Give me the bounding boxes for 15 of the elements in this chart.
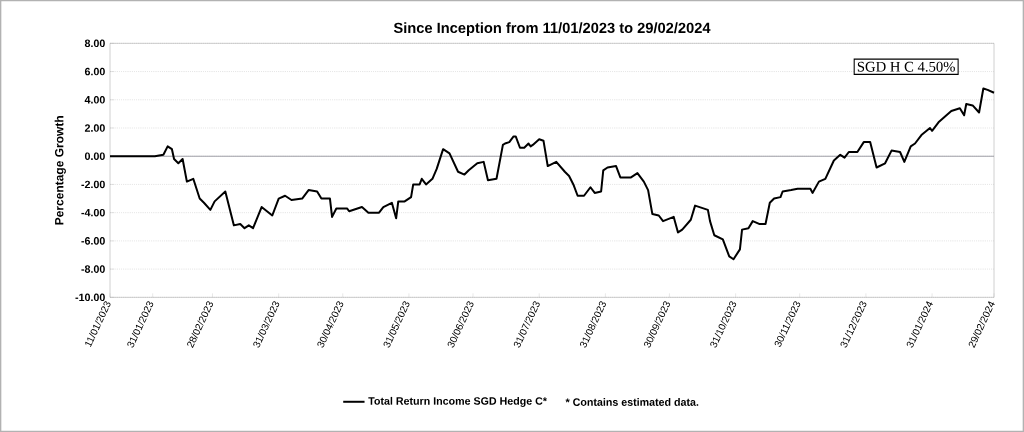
annotation: SGD H C 4.50% — [857, 61, 955, 72]
y-tick-label: 0.00 — [84, 152, 105, 160]
y-tick-label: -8.00 — [81, 265, 105, 273]
y-axis-title: Percentage Growth — [54, 116, 66, 225]
y-tick-label: 8.00 — [84, 39, 105, 48]
y-tick-label: 2.00 — [84, 124, 105, 132]
y-tick-label: -4.00 — [81, 208, 105, 217]
y-tick-label: -2.00 — [81, 180, 105, 189]
text: * Contains estimated data. — [565, 398, 699, 406]
y-tick-label: 6.00 — [84, 67, 105, 76]
y-tick-label: -10.00 — [75, 293, 105, 302]
legend-label: Total Return Income SGD Hedge C* — [368, 396, 547, 407]
chart-title: Since Inception from 11/01/2023 to 29/02/2024 — [393, 22, 711, 36]
y-tick-label: 4.00 — [84, 96, 105, 104]
y-tick-label: -6.00 — [81, 237, 105, 245]
